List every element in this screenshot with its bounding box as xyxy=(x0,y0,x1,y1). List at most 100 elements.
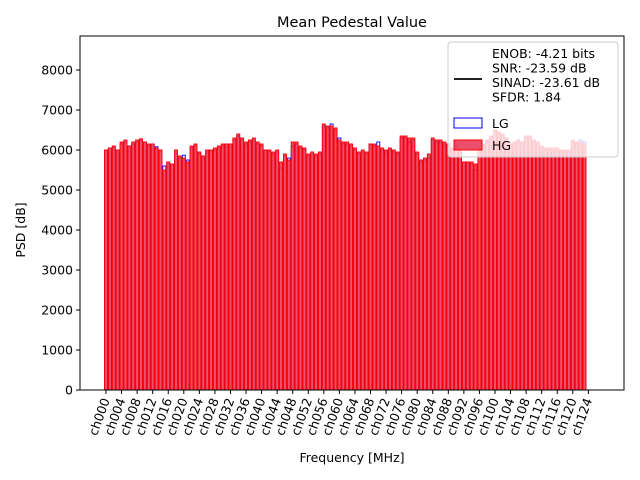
bar-hg xyxy=(566,149,571,391)
y-tick-label: 6000 xyxy=(41,143,73,158)
bar-hg xyxy=(279,161,283,391)
bar-hg xyxy=(465,161,470,391)
bar-hg xyxy=(489,135,494,391)
bar-hg xyxy=(368,143,373,391)
bar-hg xyxy=(446,143,451,391)
bar-hg xyxy=(244,141,248,391)
chart-title: Mean Pedestal Value xyxy=(277,15,427,31)
legend-annotation-text: SNR: -23.59 dB xyxy=(492,61,587,76)
bar-hg xyxy=(391,149,396,391)
bar-hg xyxy=(104,149,108,391)
bar-hg xyxy=(500,133,505,391)
y-tick-label: 7000 xyxy=(41,103,73,118)
bar-hg xyxy=(306,153,311,391)
y-tick-label: 5000 xyxy=(41,183,73,198)
bar-hg xyxy=(154,147,159,391)
bar-hg xyxy=(376,145,381,391)
bar-hg xyxy=(329,125,334,391)
bar-hg xyxy=(438,139,443,391)
y-tick-label: 4000 xyxy=(41,223,73,238)
bar-hg xyxy=(512,141,517,391)
y-axis-label: PSD [dB] xyxy=(13,202,28,257)
bar-hg xyxy=(578,141,583,391)
bar-hg xyxy=(403,135,408,391)
bar-hg xyxy=(232,137,237,391)
bar-hg xyxy=(209,149,213,391)
bar-hg xyxy=(318,151,322,391)
bar-hg xyxy=(384,149,389,391)
bar-hg xyxy=(360,149,365,391)
bar-hg xyxy=(174,149,178,391)
bar-hg xyxy=(197,151,202,391)
bar-hg xyxy=(263,149,268,391)
bar-hg xyxy=(426,153,431,391)
x-axis-label: Frequency [MHz] xyxy=(299,450,404,465)
bar-hg xyxy=(131,141,136,391)
bar-hg xyxy=(559,149,564,391)
legend-annotation-text: SFDR: 1.84 xyxy=(492,90,561,105)
bar-hg xyxy=(146,143,151,391)
bar-hg xyxy=(181,157,186,391)
bar-hg xyxy=(142,141,147,391)
bar-hg xyxy=(524,135,529,391)
bar-hg xyxy=(364,151,369,391)
bar-hg xyxy=(473,163,478,391)
bar-hg xyxy=(345,141,350,391)
bar-hg xyxy=(469,161,474,391)
bar-hg xyxy=(555,147,560,391)
bar-hg xyxy=(185,161,190,391)
bar-hg xyxy=(493,129,497,391)
bar-hg xyxy=(528,135,532,391)
bar-hg xyxy=(516,139,521,391)
bar-hg xyxy=(415,151,420,391)
bar-hg xyxy=(508,143,513,391)
bar-hg xyxy=(504,137,509,391)
bar-hg xyxy=(201,155,206,391)
bar-hg xyxy=(531,139,536,391)
bar-hg xyxy=(189,145,194,391)
bar-hg xyxy=(275,149,280,391)
bar-hg xyxy=(337,139,342,391)
bars-layer xyxy=(104,123,587,391)
bar-hg xyxy=(298,145,303,391)
bar-hg xyxy=(205,149,210,391)
bar-hg xyxy=(240,137,245,391)
bar-hg xyxy=(341,141,346,391)
bar-hg xyxy=(539,145,544,391)
bar-hg xyxy=(395,151,400,391)
bar-hg xyxy=(442,141,447,391)
bar-hg xyxy=(216,145,221,391)
bar-hg xyxy=(314,153,319,391)
bar-hg xyxy=(423,157,427,391)
bar-hg xyxy=(220,143,225,391)
bar-hg xyxy=(434,139,439,391)
bar-hg xyxy=(139,138,143,391)
plot-frame xyxy=(79,35,625,391)
bar-hg xyxy=(135,139,140,391)
bar-hg xyxy=(267,149,272,391)
bar-hg xyxy=(551,147,556,391)
bar-hg xyxy=(247,139,252,391)
bar-hg xyxy=(543,147,548,391)
bar-hg xyxy=(461,161,466,391)
bar-hg xyxy=(158,149,163,391)
bar-hg xyxy=(228,143,233,391)
bar-hg xyxy=(520,141,525,391)
bar-hg xyxy=(411,137,416,391)
bar-hg xyxy=(127,145,132,391)
y-tick-label: 0 xyxy=(65,383,73,398)
bar-hg xyxy=(224,143,229,391)
legend-label-hg: HG xyxy=(492,138,511,153)
axes-layer: 010002000300040005000600070008000ch000ch… xyxy=(41,35,625,437)
bar-hg xyxy=(193,143,198,391)
bar-hg xyxy=(430,137,435,391)
bar-hg xyxy=(353,147,357,391)
bar-hg xyxy=(535,141,540,391)
bar-hg xyxy=(251,137,256,391)
bar-hg xyxy=(481,143,486,391)
bar-hg xyxy=(290,141,295,391)
y-tick-label: 1000 xyxy=(41,343,73,358)
bar-hg xyxy=(255,141,260,391)
bar-hg xyxy=(321,123,326,391)
